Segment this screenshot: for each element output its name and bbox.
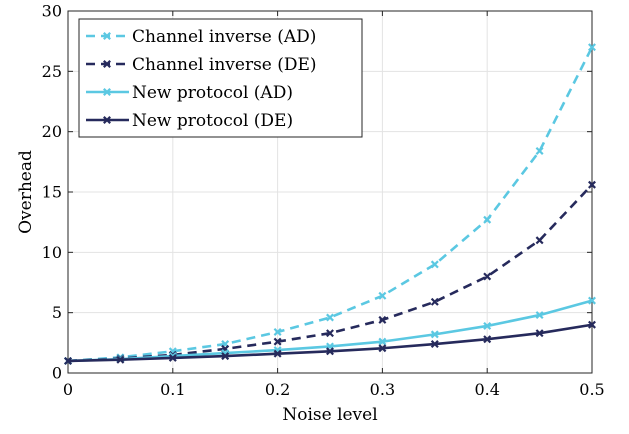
legend-item-1: Channel inverse (AD) (86, 27, 316, 47)
legend-item-4: New protocol (DE) (86, 111, 293, 131)
data-point (273, 327, 282, 336)
y-axis-label: Overhead (16, 150, 36, 234)
data-point (326, 347, 334, 356)
data-point (430, 297, 439, 306)
data-point (221, 352, 230, 361)
x-tick-label: 0.2 (265, 380, 290, 399)
data-point (483, 272, 492, 281)
series-3 (64, 296, 596, 365)
legend-label: Channel inverse (AD) (132, 27, 316, 47)
data-point (326, 313, 334, 322)
x-tick-label: 0.4 (474, 380, 499, 399)
y-tick-label: 5 (52, 303, 62, 322)
data-point (483, 335, 492, 344)
legend: Channel inverse (AD) Channel inverse (DE)… (78, 18, 363, 138)
legend-marker (103, 88, 111, 96)
legend-item-3: New protocol (AD) (86, 83, 293, 103)
data-point (378, 291, 387, 300)
x-tick-label: 0 (63, 380, 73, 399)
series-group (64, 43, 596, 365)
data-point (535, 146, 544, 155)
data-point (483, 215, 492, 224)
legend-item-2: Channel inverse (DE) (86, 55, 317, 75)
data-point (378, 344, 387, 353)
x-tick-label: 0.5 (579, 380, 604, 399)
data-point (588, 296, 596, 305)
x-axis-label: Noise level (282, 405, 377, 425)
axes: 0 0.1 0.2 0.3 0.4 0.5 0 5 10 15 20 25 30 (42, 2, 605, 400)
data-point (326, 329, 334, 338)
x-tick-label: 0.3 (370, 380, 395, 399)
data-point (378, 337, 387, 346)
series-4 (64, 320, 596, 365)
legend-label: New protocol (AD) (132, 83, 293, 103)
data-point (483, 321, 492, 330)
data-point (273, 337, 282, 346)
legend-label: Channel inverse (DE) (132, 55, 317, 75)
legend-marker (103, 60, 111, 68)
legend-marker (103, 32, 111, 40)
legend-label: New protocol (DE) (132, 111, 293, 131)
data-point (430, 340, 439, 349)
legend-marker (103, 116, 111, 124)
data-point (535, 311, 544, 320)
data-point (273, 349, 282, 358)
data-point (535, 236, 544, 245)
y-tick-label: 25 (42, 62, 62, 81)
data-point (378, 315, 387, 324)
data-point (430, 260, 439, 269)
data-point (116, 355, 125, 364)
data-point (588, 320, 596, 329)
y-tick-label: 15 (42, 183, 62, 202)
y-tick-label: 0 (52, 364, 62, 383)
data-point (430, 330, 439, 339)
data-point (64, 356, 72, 365)
y-tick-label: 20 (42, 122, 62, 141)
data-point (535, 329, 544, 338)
data-point (588, 43, 596, 52)
y-tick-label: 30 (42, 2, 62, 21)
y-tick-label: 10 (42, 243, 62, 262)
x-tick-label: 0.1 (160, 380, 185, 399)
legend-box (78, 18, 363, 138)
data-point (168, 353, 177, 362)
series-line (67, 46, 594, 363)
data-point (588, 180, 596, 189)
